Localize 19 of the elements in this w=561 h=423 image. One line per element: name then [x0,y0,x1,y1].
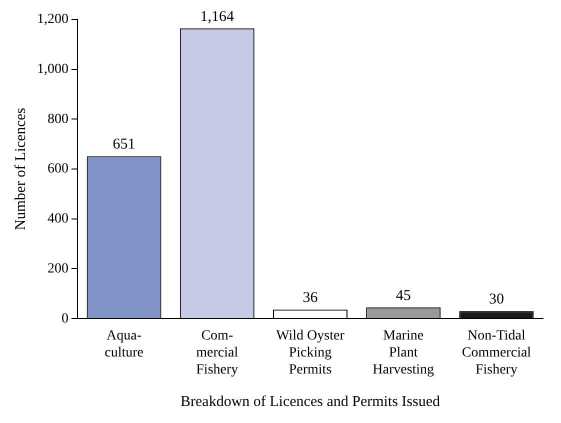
data-label: 1,164 [200,8,235,25]
y-tick-label: 200 [48,261,68,276]
data-label: 30 [488,292,504,308]
y-tick-label: 400 [48,212,68,227]
y-tick-label: 1,000 [37,62,68,77]
data-label: 36 [302,290,318,306]
data-label: 45 [396,288,411,304]
x-axis-title: Breakdown of Licences and Permits Issued [180,394,441,410]
x-tick-label: Marine Plant Harvesting [372,328,434,378]
y-tick-label: 1,200 [37,12,68,28]
x-tick-label: Aqua- culture [104,328,144,360]
x-tick-label: Non-Tidal Commercial Fishery [462,328,532,378]
x-tick-label: Com- mercial Fishery [196,328,238,378]
data-label: 651 [112,136,136,153]
y-tick-label: 800 [48,112,68,127]
y-axis-title: Number of Licences [12,108,29,230]
y-tick-label: 0 [62,311,68,326]
y-tick-label: 600 [48,162,68,177]
x-tick-label: Wild Oyster Picking Permits [276,328,345,378]
